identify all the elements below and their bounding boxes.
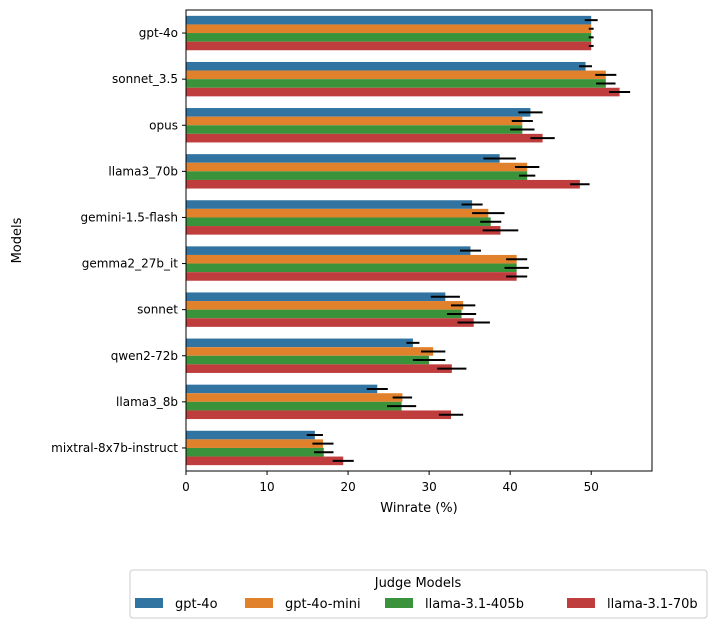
bar bbox=[186, 70, 606, 80]
legend-title: Judge Models bbox=[374, 576, 462, 591]
error-bars-layer bbox=[306, 19, 631, 462]
x-tick-label: 0 bbox=[182, 480, 190, 494]
y-tick-label: gemini-1.5-flash bbox=[81, 210, 178, 224]
bar bbox=[186, 154, 500, 163]
bar bbox=[186, 208, 489, 218]
bar bbox=[186, 108, 531, 117]
legend-label: gpt-4o-mini bbox=[285, 597, 361, 612]
bar bbox=[186, 33, 592, 42]
bar bbox=[186, 456, 344, 466]
bar bbox=[186, 384, 378, 394]
y-axis-title: Models bbox=[10, 217, 25, 263]
x-tick-label: 40 bbox=[503, 480, 518, 494]
bar bbox=[186, 410, 452, 420]
y-tick-label: mixtral-8x7b-instruct bbox=[51, 441, 178, 455]
bar bbox=[186, 41, 592, 51]
legend-label: gpt-4o bbox=[175, 597, 218, 612]
y-tick-label: llama3_70b bbox=[108, 164, 178, 178]
bar bbox=[186, 15, 592, 25]
bar bbox=[186, 171, 528, 180]
legend-swatch bbox=[135, 598, 163, 608]
bar bbox=[186, 447, 324, 457]
bar bbox=[186, 401, 402, 411]
bar bbox=[186, 338, 413, 348]
legend-label: llama-3.1-70b bbox=[607, 597, 698, 612]
bar bbox=[186, 226, 501, 235]
bar bbox=[186, 125, 523, 134]
bar bbox=[186, 393, 403, 402]
bar bbox=[186, 272, 517, 281]
bar bbox=[186, 61, 586, 71]
bar bbox=[186, 79, 606, 88]
bar bbox=[186, 179, 580, 189]
y-tick-label: gemma2_27b_it bbox=[82, 257, 179, 271]
bar bbox=[186, 318, 474, 327]
legend-frame bbox=[129, 569, 708, 619]
plot-frame bbox=[185, 9, 653, 472]
bar bbox=[186, 347, 434, 356]
bar bbox=[186, 364, 452, 373]
bar bbox=[186, 355, 430, 365]
x-tick-label: 20 bbox=[340, 480, 355, 494]
bar bbox=[186, 217, 491, 227]
bar bbox=[186, 430, 315, 440]
bar bbox=[186, 263, 517, 273]
bar bbox=[186, 162, 528, 172]
bar bbox=[186, 292, 446, 302]
y-tick-label: llama3_8b bbox=[116, 395, 178, 409]
legend-swatch bbox=[385, 598, 413, 608]
y-tick-label: sonnet bbox=[137, 303, 178, 317]
bar bbox=[186, 246, 471, 255]
legend-swatch bbox=[245, 598, 273, 608]
bar bbox=[186, 116, 523, 126]
bar bbox=[186, 439, 323, 448]
bar bbox=[186, 200, 473, 209]
x-tick-label: 50 bbox=[584, 480, 599, 494]
y-tick-label: sonnet_3.5 bbox=[112, 72, 178, 86]
bar bbox=[186, 87, 620, 97]
bar bbox=[186, 254, 517, 264]
bar bbox=[186, 24, 592, 34]
bar bbox=[186, 301, 464, 310]
bars-layer bbox=[186, 15, 620, 466]
bar bbox=[186, 309, 462, 319]
bar bbox=[186, 133, 543, 143]
legend: Judge Models gpt-4o gpt-4o-mini llama-3.1-… bbox=[129, 569, 708, 619]
x-axis-title: Winrate (%) bbox=[380, 501, 457, 516]
y-tick-label: qwen2-72b bbox=[111, 349, 178, 363]
x-tick-label: 30 bbox=[421, 480, 436, 494]
legend-swatch bbox=[567, 598, 595, 608]
legend-label: llama-3.1-405b bbox=[425, 597, 524, 612]
y-tick-label: gpt-4o bbox=[139, 26, 178, 40]
y-tick-label: opus bbox=[149, 118, 178, 132]
x-tick-label: 10 bbox=[259, 480, 274, 494]
